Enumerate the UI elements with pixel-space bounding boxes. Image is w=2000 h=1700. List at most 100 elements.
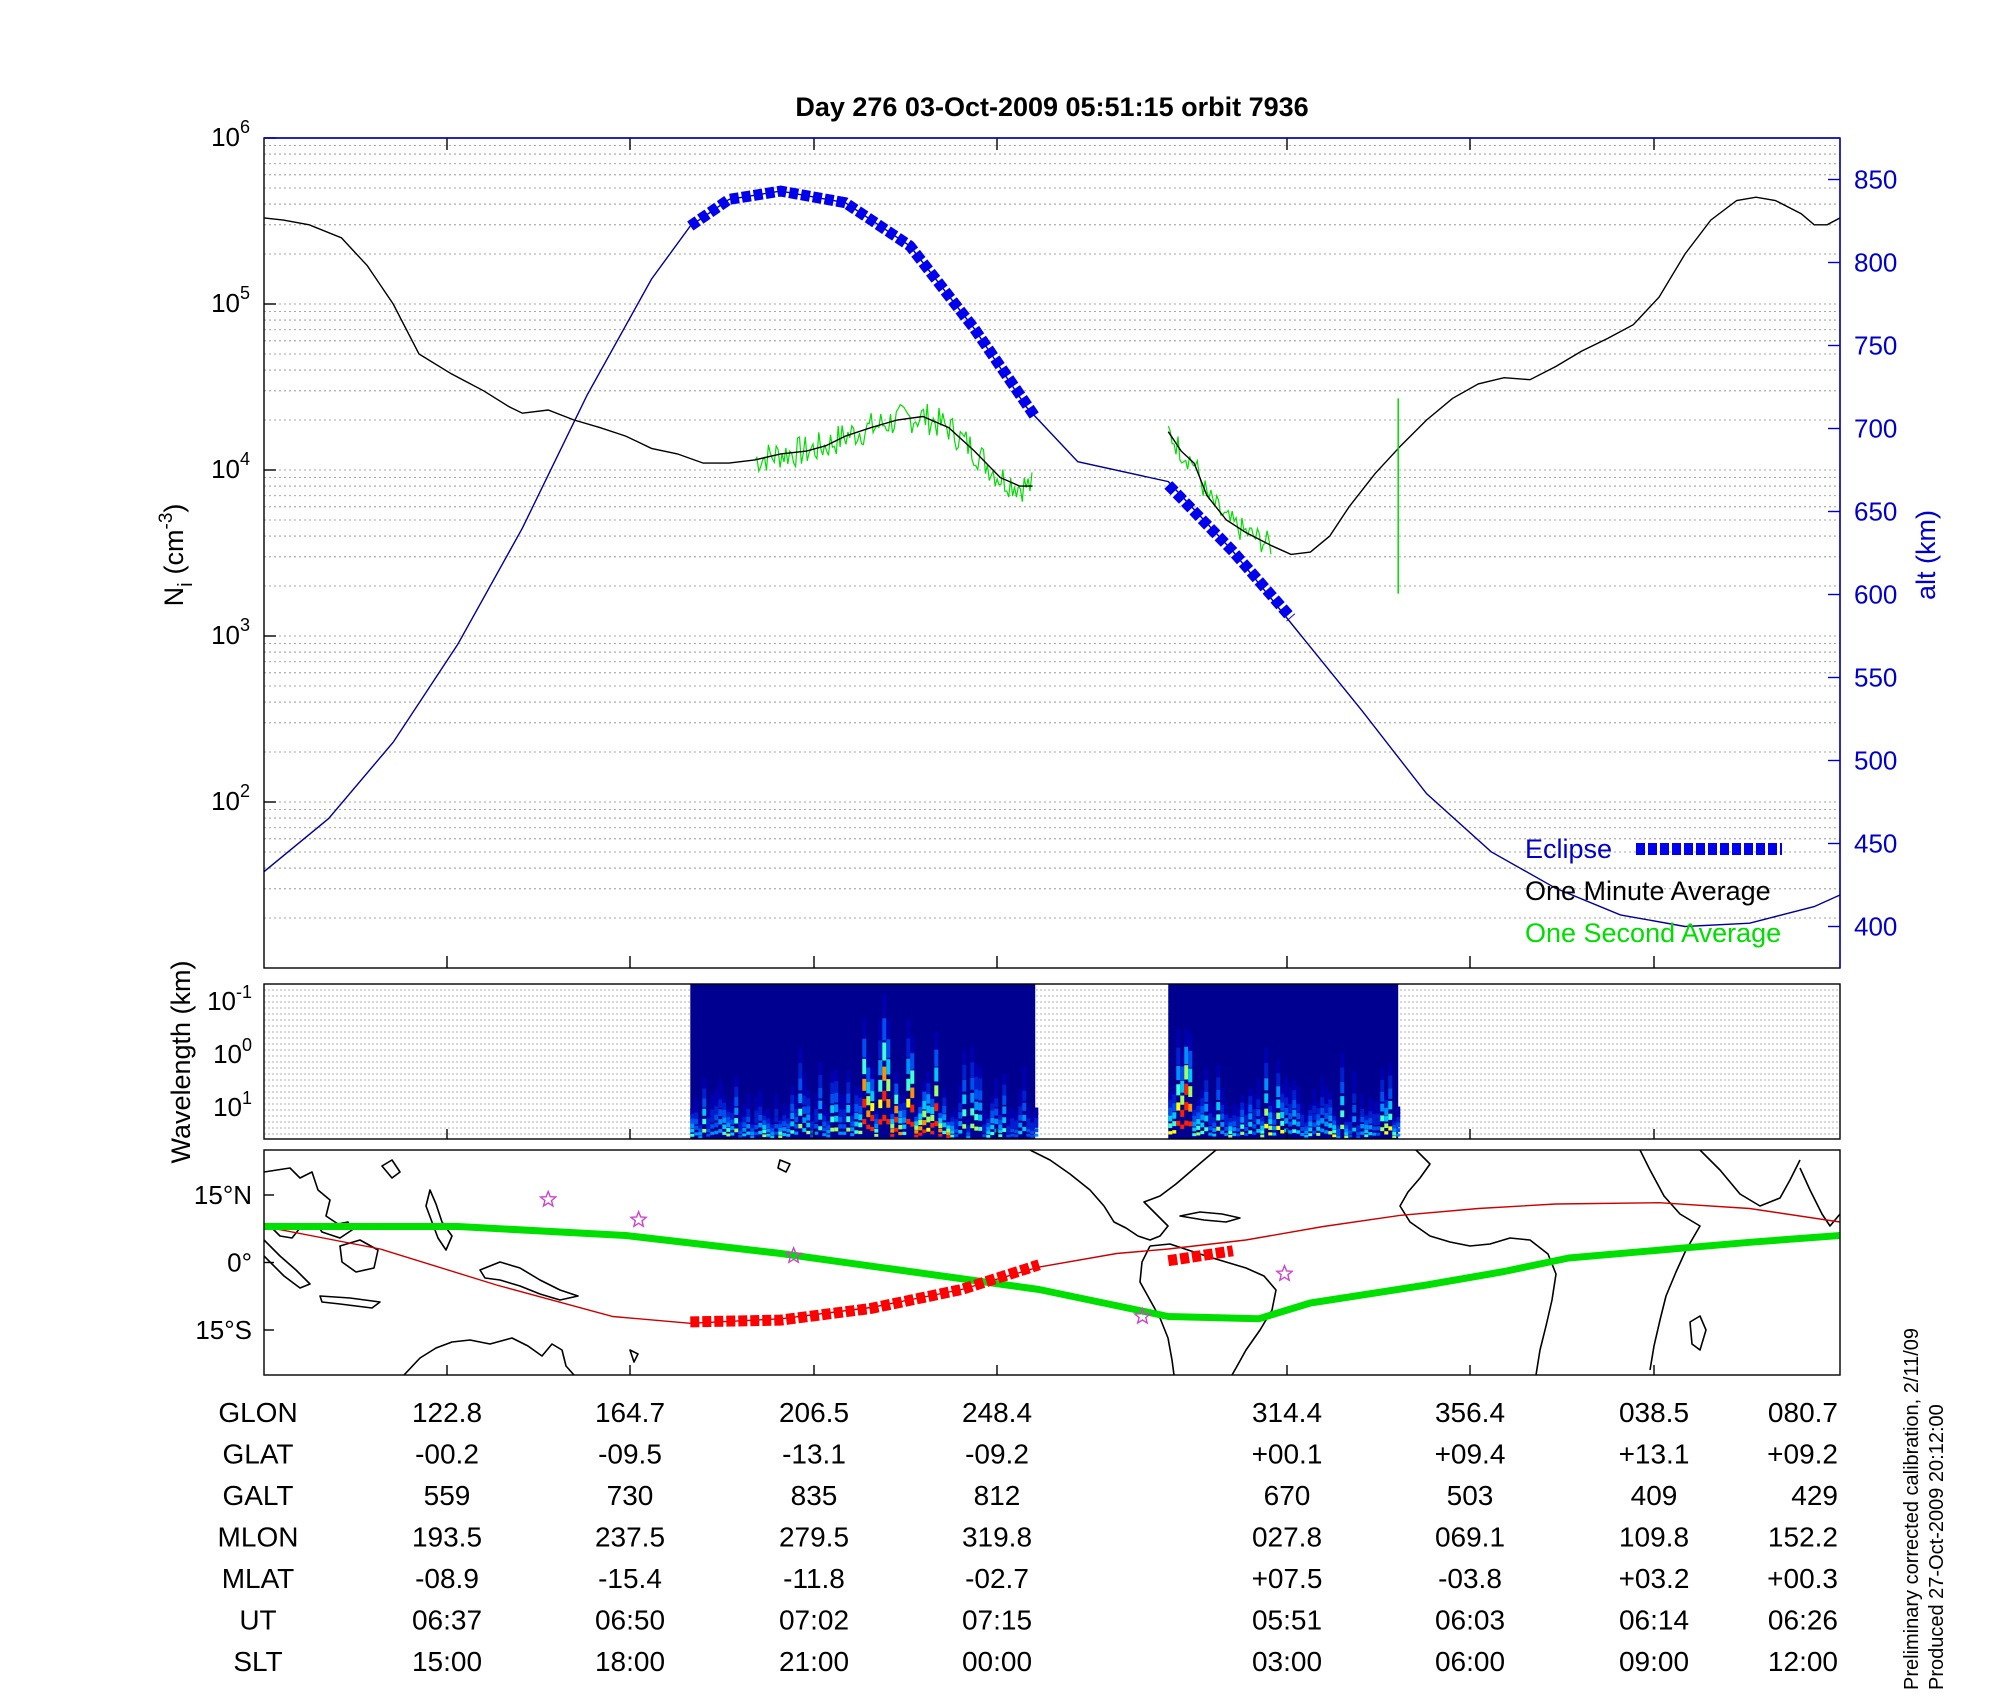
table-cell: 314.4: [1252, 1397, 1322, 1428]
spectrogram-cell: [814, 1116, 819, 1123]
spectrogram-cell: [966, 1135, 971, 1139]
spectrogram-cell: [866, 1096, 871, 1106]
spectrogram-cell: [1260, 1116, 1265, 1123]
spectrogram-cell: [998, 1110, 1003, 1118]
spectrogram-cell: [1344, 1121, 1349, 1127]
spectrogram-cell: [1256, 1079, 1261, 1092]
spectrogram-cell: [1188, 1068, 1193, 1083]
table-row-label: GALT: [222, 1480, 293, 1511]
spectrogram-cell: [962, 1094, 967, 1104]
spectrogram-cell: [806, 1106, 811, 1114]
spectrogram-cell: [782, 1103, 787, 1112]
spectrogram-blocks: [690, 984, 1401, 1139]
spectrogram-cell: [938, 1112, 943, 1120]
spectrogram-cell: [906, 1018, 911, 1041]
spectrogram-cell: [1320, 1097, 1325, 1107]
table-cell: 06:14: [1619, 1605, 1689, 1636]
spectrogram-cell: [838, 1116, 843, 1123]
spectrogram-cell: [1002, 1095, 1007, 1105]
spectrogram-cell: [1268, 1125, 1273, 1130]
spectrogram-cell: [930, 1123, 935, 1128]
spectrogram-cell: [958, 1121, 963, 1127]
spectrogram-cell: [1328, 1115, 1333, 1122]
spectrogram-cell: [1260, 1125, 1265, 1130]
spectrogram-cell: [778, 1131, 783, 1135]
spectrogram-cell: [1252, 1116, 1257, 1123]
spectrogram-cell: [782, 1127, 787, 1132]
spectrogram-cell: [1380, 1079, 1385, 1092]
spectrogram-cell: [1192, 1110, 1197, 1117]
spectrogram-cell: [1292, 1119, 1297, 1125]
spectrogram-cell: [1292, 1129, 1297, 1133]
table-cell: 319.8: [962, 1522, 1032, 1553]
spectrogram-cell: [870, 1067, 875, 1082]
spectrogram-cell: [1356, 1121, 1361, 1127]
spectrogram-cell: [806, 1098, 811, 1107]
spectrogram-cell: [758, 1090, 763, 1101]
spectrogram-cell: [1010, 1118, 1015, 1124]
spectrogram-cell: [1372, 1101, 1377, 1110]
spectrogram-cell: [798, 1048, 803, 1066]
spectrogram-cell: [1312, 1114, 1317, 1121]
one-minute-average-segment: [264, 217, 1033, 487]
spectrogram-cell: [762, 1125, 767, 1130]
spectrogram-cell: [1336, 1128, 1341, 1133]
spectrogram-cell: [742, 1116, 747, 1123]
spectrogram-cell: [942, 1097, 947, 1107]
spectrogram-cell: [1332, 1120, 1337, 1126]
spectrogram-cell: [1168, 1115, 1173, 1122]
spectrogram-cell: [690, 1108, 695, 1116]
spectrogram-cell: [906, 1078, 911, 1091]
spectrogram-cell: [1026, 1118, 1031, 1124]
spectrogram-cell: [778, 1116, 783, 1123]
spectrogram-cell: [934, 1085, 939, 1097]
spectrogram-cell: [990, 1103, 995, 1112]
spectrogram-cell: [1264, 1123, 1269, 1129]
spectrogram-cell: [762, 1129, 767, 1134]
spectrogram-cell: [878, 1020, 883, 1043]
table-cell: 122.8: [412, 1397, 482, 1428]
spectrogram-cell: [718, 1129, 723, 1133]
spectrogram-cell: [1276, 1073, 1281, 1087]
spectrogram-cell: [1268, 1132, 1273, 1136]
spectrogram-cell: [898, 1110, 903, 1118]
spectrogram-cell: [734, 1118, 739, 1124]
spectrogram-cell: [1332, 1134, 1337, 1138]
spectrogram-cell: [774, 1109, 779, 1117]
spectrogram-cell: [986, 1127, 991, 1132]
coastline-south-america: [1139, 1243, 1277, 1375]
spectrogram-cell: [1244, 1109, 1249, 1117]
spectrogram-cell: [1184, 1083, 1189, 1095]
spectrogram-cell: [1268, 1105, 1273, 1114]
one-minute-average-line: [264, 196, 1840, 556]
coastline-sumatra: [264, 1239, 311, 1289]
table-cell: -00.2: [415, 1439, 479, 1470]
spectrogram-cell: [1184, 1102, 1189, 1111]
spectrogram-cell: [790, 1103, 795, 1112]
eclipse-segment: [687, 185, 1040, 421]
spectrogram-cell: [698, 1128, 703, 1133]
spectrogram-cell: [1384, 1100, 1389, 1109]
spectrogram-cell: [1312, 1122, 1317, 1128]
spectrogram-cell: [914, 1121, 919, 1127]
spectrogram-cell: [786, 1123, 791, 1129]
spectrogram-cell: [1268, 1112, 1273, 1119]
spectrogram-cell: [1248, 1113, 1253, 1120]
spectrogram-cell: [894, 1105, 899, 1114]
spectrogram-cell: [1236, 1110, 1241, 1118]
spectrogram-cell: [1002, 1084, 1007, 1096]
spectrogram-cell: [738, 1126, 743, 1131]
spectrogram-cell: [758, 1122, 763, 1128]
spectrogram-cell: [878, 1079, 883, 1092]
spectrogram-cell: [1392, 1117, 1397, 1124]
spectrogram-cell: [1304, 1130, 1309, 1135]
spectrogram-cell: [770, 1135, 775, 1139]
spectrogram-cell: [1384, 1107, 1389, 1116]
spectrogram-cell: [890, 1134, 895, 1137]
spectrogram-cell: [1324, 1104, 1329, 1112]
spectrogram-cell: [718, 1099, 723, 1108]
table-cell: 812: [974, 1480, 1021, 1511]
spectrogram-cell: [1026, 1107, 1031, 1115]
spectrogram-cell: [806, 1130, 811, 1135]
spectrogram-cell: [838, 1124, 843, 1129]
